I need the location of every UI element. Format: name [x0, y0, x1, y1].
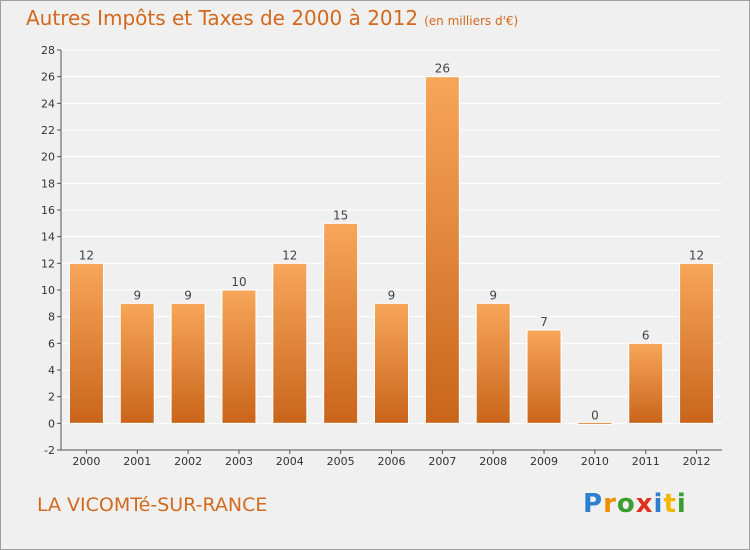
y-tick-label: 8 — [48, 311, 55, 324]
y-tick-label: 0 — [48, 417, 55, 430]
y-tick-label: 2 — [48, 391, 55, 404]
x-tick-label-2002: 2002 — [174, 455, 202, 468]
bar-2003 — [221, 289, 257, 424]
chart-title: Autres Impôts et Taxes de 2000 à 2012 (en… — [26, 6, 518, 30]
town-name: LA VICOMTé-SUR-RANCE — [37, 494, 268, 516]
y-tick-label: 28 — [41, 44, 55, 57]
x-tick-label-2005: 2005 — [327, 455, 355, 468]
y-tick-label: 22 — [41, 124, 55, 137]
x-tick-label-2003: 2003 — [225, 455, 253, 468]
data-label-2006: 9 — [388, 288, 396, 302]
data-label-2010: 0 — [591, 408, 599, 422]
y-tick-label: 18 — [41, 177, 55, 190]
x-tick-label-2008: 2008 — [479, 455, 507, 468]
logo-letter: i — [653, 489, 664, 519]
y-tick-label: 26 — [41, 71, 55, 84]
data-label-2005: 15 — [333, 208, 348, 222]
data-label-2004: 12 — [282, 248, 297, 262]
x-tick-label-2007: 2007 — [428, 455, 456, 468]
data-label-2003: 10 — [231, 275, 246, 289]
bar-layer — [68, 76, 715, 425]
logo-letter: o — [616, 489, 636, 519]
x-tick-label-2012: 2012 — [683, 455, 711, 468]
bar-2001 — [119, 302, 155, 424]
bar-2009 — [526, 329, 562, 424]
data-label-2009: 7 — [540, 315, 548, 329]
logo-letter: i — [676, 489, 687, 519]
x-tick-label-2006: 2006 — [378, 455, 406, 468]
y-tick-label: 6 — [48, 337, 55, 350]
y-tick-label: 16 — [41, 204, 55, 217]
bar-2011 — [628, 342, 664, 424]
bar-2007 — [424, 76, 460, 424]
y-tick-label: 12 — [41, 257, 55, 270]
data-label-2002: 9 — [184, 288, 192, 302]
logo-letter: r — [603, 489, 617, 519]
y-tick-label: -2 — [44, 444, 55, 457]
y-tick-label: 20 — [41, 151, 55, 164]
logo-letter: t — [663, 489, 677, 519]
y-tick-label: 14 — [41, 231, 55, 244]
x-tick-label-2009: 2009 — [530, 455, 558, 468]
label-layer: 12 9 9 10 12 15 9 26 9 7 0 6 12 — [79, 62, 704, 423]
logo-letter: P — [583, 489, 604, 519]
bar-2002 — [170, 302, 206, 424]
bar-2006 — [374, 302, 409, 424]
y-tick-label: 10 — [41, 284, 55, 297]
y-tick-label: 4 — [48, 364, 55, 377]
bar-2000 — [68, 262, 104, 424]
x-tick-label-2004: 2004 — [276, 455, 304, 468]
bar-2010 — [577, 421, 613, 425]
x-tick-label-2001: 2001 — [123, 455, 151, 468]
x-tick-label-2011: 2011 — [632, 455, 660, 468]
logo-letter: x — [635, 489, 654, 519]
bar-2005 — [323, 222, 359, 424]
y-tick-label: 24 — [41, 97, 55, 110]
bar-2004 — [272, 262, 308, 424]
data-label-2011: 6 — [642, 328, 650, 342]
x-tick-label-2000: 2000 — [72, 455, 100, 468]
chart-title-text: Autres Impôts et Taxes de 2000 à 2012 — [26, 6, 419, 30]
data-label-2008: 9 — [489, 288, 497, 302]
bar-2008 — [475, 302, 511, 424]
x-tick-label-2010: 2010 — [581, 455, 609, 468]
proxiti-logo: Proxiti — [583, 489, 687, 519]
chart-subtitle: (en milliers d'€) — [424, 14, 519, 28]
data-label-2000: 12 — [79, 248, 94, 262]
data-label-2012: 12 — [689, 248, 704, 262]
data-label-2007: 26 — [435, 62, 450, 76]
data-label-2001: 9 — [133, 288, 141, 302]
bar-2012 — [679, 262, 715, 424]
